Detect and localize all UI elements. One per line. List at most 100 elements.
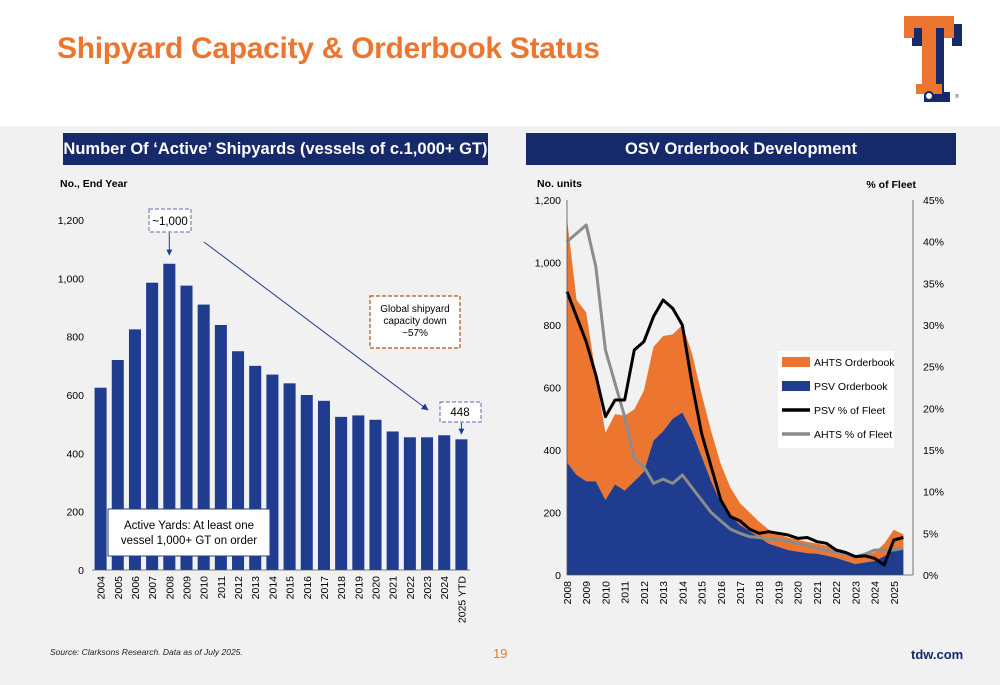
website-link[interactable]: tdw.com — [911, 647, 964, 662]
left-x-tick-label: 2009 — [182, 576, 194, 600]
left-x-tick-label: 2007 — [147, 576, 159, 600]
right-x-tick-label: 2009 — [581, 581, 593, 605]
left-x-tick-label: 2024 — [439, 576, 451, 600]
bar — [386, 431, 399, 570]
right-x-tick-label: 2020 — [793, 581, 805, 605]
left-x-tick-label: 2014 — [267, 576, 279, 600]
right-x-tick-label: 2015 — [697, 581, 709, 605]
right-x-tick-label: 2025 — [889, 581, 901, 605]
bar — [283, 383, 296, 570]
legend-label: PSV Orderbook — [814, 381, 888, 393]
bar — [180, 285, 193, 570]
page-number: 19 — [493, 646, 508, 661]
left-x-tick-label: 2019 — [353, 576, 365, 600]
right-x-tick-label: 2010 — [600, 581, 612, 605]
decline-arrow — [203, 241, 429, 411]
left-y-tick-label: 200 — [66, 507, 84, 519]
psv-fleet-pct-line — [565, 291, 904, 567]
right-y2-axis-label: % of Fleet — [866, 179, 916, 191]
bar — [438, 435, 451, 570]
right-x-tick-label: 2008 — [562, 581, 574, 605]
right-x-tick-label: 2024 — [870, 581, 882, 605]
left-y-tick-label: 400 — [66, 448, 84, 460]
right-x-tick-label: 2019 — [773, 581, 785, 605]
legend-label: AHTS % of Fleet — [814, 429, 892, 441]
right-y2-tick-label: 0% — [923, 570, 938, 582]
left-x-tick-label: 2010 — [199, 576, 211, 600]
peak-callout-text: ~1,000 — [152, 216, 188, 228]
right-y2-tick-label: 25% — [923, 362, 944, 374]
active-yards-note-box — [107, 508, 271, 557]
legend: AHTS Orderbook PSV Orderbook PSV % of Flee… — [778, 351, 895, 448]
right-x-tick-label: 2013 — [658, 581, 670, 605]
right-x-tick-label: 2012 — [639, 581, 651, 605]
left-x-tick-label: 2011 — [216, 576, 228, 599]
left-chart-title: Number Of ‘Active’ Shipyards (vessels of… — [63, 133, 488, 165]
right-y-tick-label: 200 — [543, 508, 561, 520]
bar — [335, 416, 348, 570]
bar — [300, 395, 313, 570]
psv-orderbook-area — [567, 412, 904, 575]
left-x-tick-label: 2025 YTD — [456, 576, 468, 624]
right-x-tick-label: 2021 — [812, 581, 824, 605]
bar — [94, 387, 107, 570]
left-x-tick-label: 2008 — [164, 576, 176, 600]
right-y2-tick-label: 35% — [923, 278, 944, 290]
bar — [421, 437, 434, 570]
left-x-tick-label: 2015 — [285, 576, 297, 600]
capacity-callout-text: Global shipyard capacity down ~57% — [380, 304, 449, 339]
right-y-tick-label: 600 — [543, 383, 561, 395]
right-y-axis-label: No. units — [537, 178, 582, 190]
right-y-tick-label: 1,200 — [535, 195, 561, 207]
latest-callout-box — [439, 401, 482, 423]
orderbook-area-chart: No. units % of Fleet 0 200 400 600 800 1,000 1,2… — [535, 178, 944, 604]
right-y2-tick-label: 45% — [923, 195, 944, 207]
right-y2-tick-label: 5% — [923, 528, 938, 540]
left-y-tick-label: 800 — [66, 332, 84, 344]
right-x-tick-label: 2011 — [620, 581, 632, 604]
capacity-callout-box — [369, 295, 461, 349]
right-x-tick-label: 2014 — [677, 581, 689, 605]
right-y2-tick-label: 40% — [923, 237, 944, 249]
bar — [403, 437, 416, 570]
right-y-tick-label: 1,000 — [535, 258, 561, 270]
right-x-tick-label: 2017 — [735, 581, 747, 605]
active-yards-note-text: Active Yards: At least one vessel 1,000+ … — [121, 520, 257, 547]
legend-box — [778, 351, 894, 448]
legend-label: AHTS Orderbook — [814, 357, 895, 369]
bar — [455, 439, 468, 570]
left-x-tick-label: 2005 — [113, 576, 125, 600]
peak-callout-box — [148, 208, 192, 233]
right-y2-tick-label: 10% — [923, 487, 944, 499]
legend-swatch — [782, 357, 810, 367]
right-y2-tick-label: 30% — [923, 320, 944, 332]
left-x-tick-label: 2013 — [250, 576, 262, 600]
right-x-tick-label: 2023 — [850, 581, 862, 605]
left-x-tick-label: 2012 — [233, 576, 245, 600]
right-y-tick-label: 0 — [555, 570, 561, 582]
left-y-axis-label: No., End Year — [60, 178, 128, 190]
right-y2-tick-label: 15% — [923, 445, 944, 457]
right-chart-title: OSV Orderbook Development — [526, 133, 956, 165]
left-x-tick-label: 2017 — [319, 576, 331, 600]
svg-text:®: ® — [955, 93, 959, 100]
legend-swatch — [782, 381, 810, 391]
tidewater-logo: ® — [904, 16, 962, 102]
right-y-tick-label: 400 — [543, 445, 561, 457]
right-x-tick-label: 2018 — [754, 581, 766, 605]
left-x-tick-label: 2023 — [422, 576, 434, 600]
right-y2-tick-label: 20% — [923, 403, 944, 415]
latest-callout-text: 448 — [450, 407, 469, 419]
page-title: Shipyard Capacity & Orderbook Status — [57, 32, 600, 65]
right-x-tick-label: 2016 — [716, 581, 728, 605]
left-x-tick-label: 2016 — [302, 576, 314, 600]
left-x-tick-label: 2004 — [96, 576, 108, 600]
left-x-tick-label: 2022 — [405, 576, 417, 600]
left-x-tick-label: 2006 — [130, 576, 142, 600]
bar — [146, 282, 159, 570]
left-x-tick-label: 2021 — [388, 576, 400, 600]
source-note: Source: Clarksons Research. Data as of J… — [50, 647, 243, 657]
left-y-tick-label: 0 — [78, 565, 84, 577]
left-x-tick-label: 2020 — [371, 576, 383, 600]
